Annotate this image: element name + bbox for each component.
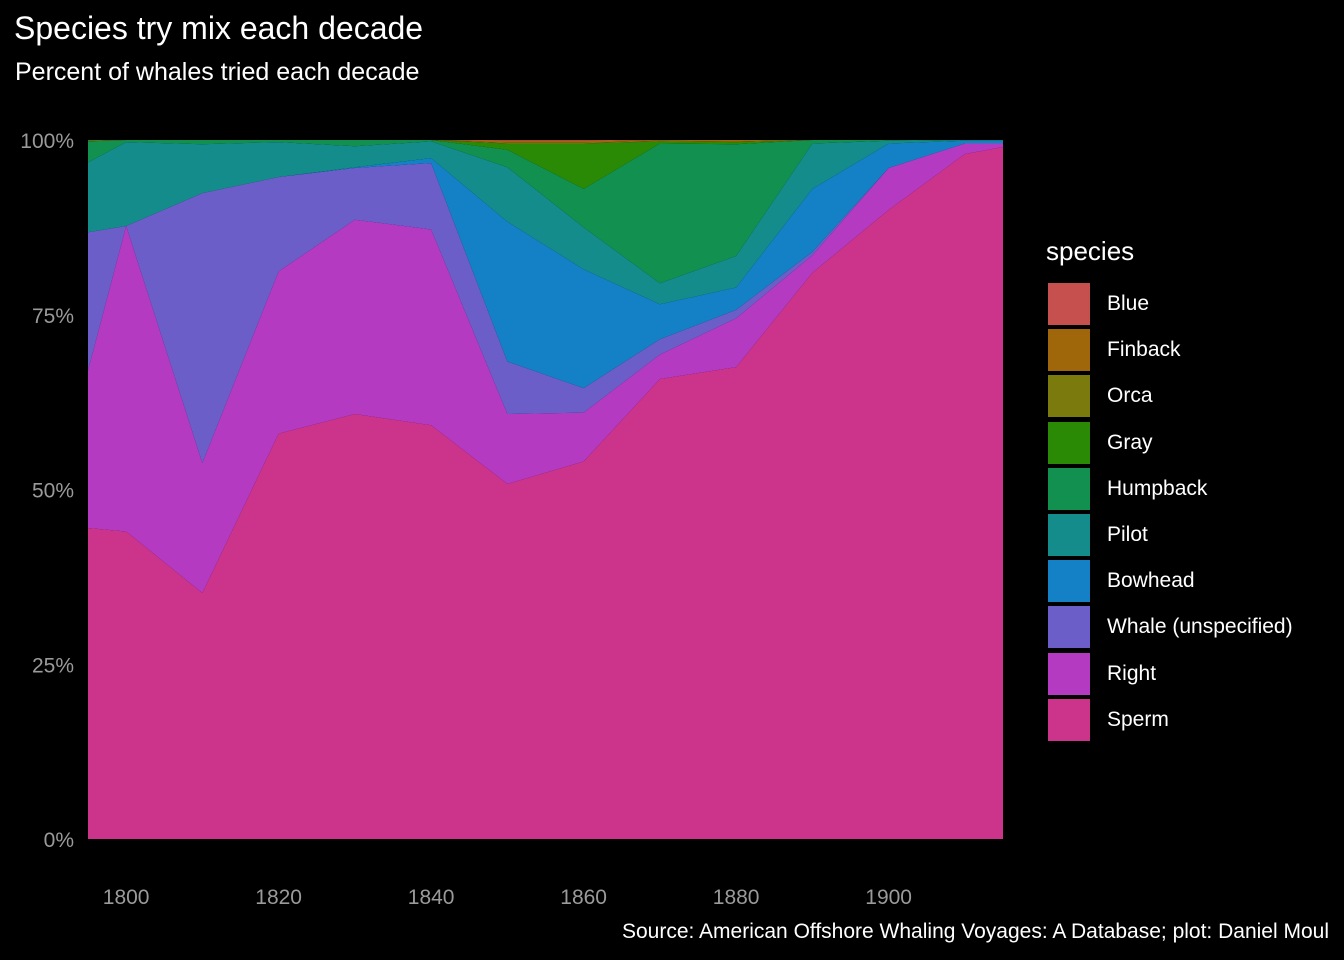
x-axis: 1800 1820 1840 1860 1880 1900 <box>103 886 912 909</box>
legend-item-pilot: Pilot <box>1046 512 1293 558</box>
legend-label-humpback: Humpback <box>1107 476 1208 500</box>
y-tick-label: 50% <box>32 480 74 503</box>
legend-label-gray: Gray <box>1107 430 1153 454</box>
x-tick-label: 1820 <box>255 886 302 909</box>
chart-title: Species try mix each decade <box>14 10 424 46</box>
legend-label-orca: Orca <box>1107 384 1153 408</box>
area-sperm <box>88 146 1003 840</box>
legend-swatch-pilot <box>1048 514 1090 557</box>
legend: species Blue Finback Orca Gray Humpback … <box>1046 236 1293 743</box>
legend-swatch-bowhead <box>1048 560 1090 603</box>
legend-item-finback: Finback <box>1046 327 1293 373</box>
area-whale-unspecified <box>88 143 1003 463</box>
x-tick-label: 1800 <box>103 886 150 909</box>
legend-swatch-sperm <box>1048 698 1090 741</box>
area-humpback <box>88 140 1003 284</box>
area-finback <box>88 140 1003 143</box>
y-tick-label: 25% <box>32 654 74 677</box>
legend-item-bowhead: Bowhead <box>1046 558 1293 604</box>
legend-swatch-right <box>1048 652 1090 695</box>
x-tick-label: 1860 <box>560 886 607 909</box>
y-axis: 0% 25% 50% 75% 100% <box>20 130 74 852</box>
area-bowhead <box>88 140 1003 389</box>
x-tick-label: 1880 <box>713 886 760 909</box>
legend-swatch-finback <box>1048 329 1090 372</box>
area-layers <box>88 140 1003 840</box>
legend-label-bowhead: Bowhead <box>1107 569 1195 593</box>
legend-swatch-humpback <box>1048 467 1090 510</box>
chart-caption: Source: American Offshore Whaling Voyage… <box>621 920 1329 943</box>
legend-swatch-orca <box>1048 375 1090 418</box>
area-right <box>88 143 1003 593</box>
legend-item-humpback: Humpback <box>1046 466 1293 512</box>
x-tick-label: 1900 <box>865 886 912 909</box>
legend-label-finback: Finback <box>1107 338 1181 362</box>
legend-swatch-gray <box>1048 421 1090 464</box>
chart-subtitle: Percent of whales tried each decade <box>15 58 420 86</box>
area-pilot <box>88 140 1003 305</box>
legend-label-right: Right <box>1107 661 1157 685</box>
legend-swatch-blue <box>1048 283 1090 326</box>
area-gray <box>88 140 1003 189</box>
legend-item-gray: Gray <box>1046 420 1293 466</box>
legend-item-right: Right <box>1046 651 1293 697</box>
area-orca <box>88 140 1003 144</box>
area-blue <box>88 140 1003 141</box>
legend-item-orca: Orca <box>1046 373 1293 419</box>
y-tick-label: 100% <box>20 130 74 153</box>
legend-item-sperm: Sperm <box>1046 697 1293 743</box>
y-tick-label: 0% <box>44 829 74 852</box>
legend-label-pilot: Pilot <box>1107 523 1148 547</box>
legend-item-blue: Blue <box>1046 281 1293 327</box>
legend-swatch-whale-unspecified <box>1048 606 1090 649</box>
legend-label-blue: Blue <box>1107 292 1150 316</box>
legend-item-whale-unspecified: Whale (unspecified) <box>1046 604 1293 650</box>
legend-label-sperm: Sperm <box>1107 707 1169 731</box>
y-tick-label: 75% <box>32 305 74 328</box>
legend-label-whale-unspecified: Whale (unspecified) <box>1107 615 1293 639</box>
legend-title: species <box>1046 236 1135 266</box>
x-tick-label: 1840 <box>408 886 455 909</box>
